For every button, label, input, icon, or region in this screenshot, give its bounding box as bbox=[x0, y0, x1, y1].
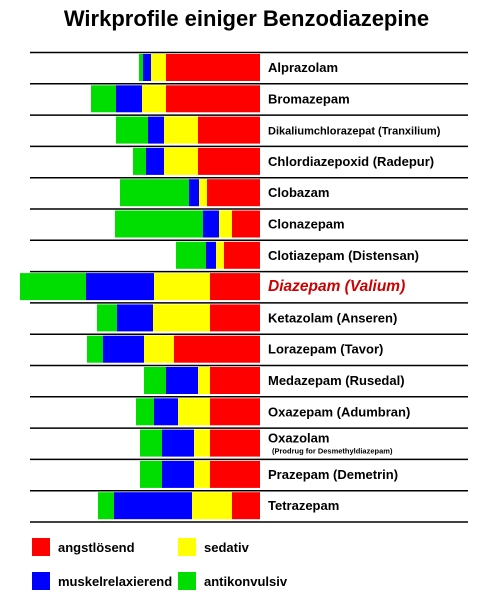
bar-segment-lorazepam-tavor-sedativ bbox=[144, 335, 174, 363]
bar-segment-ketazolam-anseren-muskelrelaxierend bbox=[117, 304, 153, 332]
bar-segment-clobazam-angstloesend bbox=[207, 179, 260, 207]
bar-segment-tetrazepam-antikonvulsiv bbox=[98, 492, 114, 520]
drug-label-dikaliumchlorazepat-tranxilium: Dikaliumchlorazepat (Tranxilium) bbox=[268, 126, 441, 138]
bar-segment-oxazolam-sedativ bbox=[194, 429, 210, 457]
bar-segment-tetrazepam-angstloesend bbox=[232, 492, 260, 520]
bar-segment-alprazolam-muskelrelaxierend bbox=[143, 54, 151, 81]
legend-swatch-sedativ bbox=[178, 538, 196, 556]
drug-label-clonazepam: Clonazepam bbox=[268, 217, 345, 232]
drug-label-bromazepam: Bromazepam bbox=[268, 91, 350, 106]
bar-segment-diazepam-valium-sedativ bbox=[154, 273, 210, 301]
bar-segment-diazepam-valium-muskelrelaxierend bbox=[86, 273, 154, 301]
bar-segment-clobazam-antikonvulsiv bbox=[120, 179, 189, 207]
legend-label-muskelrelaxierend: muskelrelaxierend bbox=[58, 573, 173, 589]
bar-segment-clonazepam-muskelrelaxierend bbox=[203, 210, 219, 238]
bar-segment-dikaliumchlorazepat-tranxilium-muskelrelaxierend bbox=[148, 116, 164, 144]
bar-segment-ketazolam-anseren-sedativ bbox=[153, 304, 210, 332]
bar-segment-medazepam-rusedal-muskelrelaxierend bbox=[166, 367, 198, 394]
drug-label-alprazolam: Alprazolam bbox=[268, 60, 338, 75]
bar-segment-prazepam-demetrin-sedativ bbox=[194, 460, 210, 488]
bar-segment-clotiazepam-distensan-angstloesend bbox=[224, 241, 260, 269]
bar-segment-medazepam-rusedal-sedativ bbox=[198, 367, 210, 394]
bar-segment-bromazepam-antikonvulsiv bbox=[91, 85, 116, 113]
legend-swatch-muskelrelaxierend bbox=[32, 572, 50, 590]
bar-segment-chlordiazepoxid-radepur-sedativ bbox=[164, 147, 198, 175]
legend-item-sedativ: sedativ bbox=[178, 538, 249, 556]
bar-segment-alprazolam-sedativ bbox=[151, 54, 166, 81]
legend-item-antikonvulsiv: antikonvulsiv bbox=[178, 572, 287, 590]
bar-segment-chlordiazepoxid-radepur-antikonvulsiv bbox=[133, 147, 146, 175]
drug-label-chlordiazepoxid-radepur: Chlordiazepoxid (Radepur) bbox=[268, 154, 434, 169]
drug-label-medazepam-rusedal: Medazepam (Rusedal) bbox=[268, 373, 405, 388]
drug-label-lorazepam-tavor: Lorazepam (Tavor) bbox=[268, 342, 383, 357]
bar-segment-ketazolam-anseren-angstloesend bbox=[210, 304, 260, 332]
chart-title: Wirkprofile einiger Benzodiazepine bbox=[63, 6, 430, 31]
bar-segment-tetrazepam-muskelrelaxierend bbox=[114, 492, 192, 520]
bar-segment-diazepam-valium-antikonvulsiv bbox=[20, 273, 86, 301]
legend-swatch-antikonvulsiv bbox=[178, 572, 196, 590]
bar-segment-oxazepam-adumbran-sedativ bbox=[178, 398, 210, 426]
bar-segment-bromazepam-angstloesend bbox=[166, 85, 260, 113]
bar-segment-bromazepam-muskelrelaxierend bbox=[116, 85, 142, 113]
bar-segment-clonazepam-angstloesend bbox=[232, 210, 260, 238]
bar-segment-lorazepam-tavor-muskelrelaxierend bbox=[103, 335, 144, 363]
bar-segment-bromazepam-sedativ bbox=[142, 85, 166, 113]
bar-segment-clobazam-muskelrelaxierend bbox=[189, 179, 199, 207]
bar-segment-dikaliumchlorazepat-tranxilium-sedativ bbox=[164, 116, 198, 144]
drug-label-oxazolam: Oxazolam bbox=[268, 431, 329, 446]
bar-segment-dikaliumchlorazepat-tranxilium-angstloesend bbox=[198, 116, 260, 144]
drug-label-oxazepam-adumbran: Oxazepam (Adumbran) bbox=[268, 404, 410, 419]
bar-segment-oxazepam-adumbran-angstloesend bbox=[210, 398, 260, 426]
drug-label-tetrazepam: Tetrazepam bbox=[268, 498, 339, 513]
bar-segment-dikaliumchlorazepat-tranxilium-antikonvulsiv bbox=[116, 116, 148, 144]
legend-item-muskelrelaxierend: muskelrelaxierend bbox=[32, 572, 172, 590]
bar-segment-prazepam-demetrin-muskelrelaxierend bbox=[162, 460, 194, 488]
bar-segment-oxazepam-adumbran-antikonvulsiv bbox=[136, 398, 154, 426]
bar-segment-oxazolam-angstloesend bbox=[210, 429, 260, 457]
bar-segment-lorazepam-tavor-angstloesend bbox=[174, 335, 260, 363]
bar-segment-clonazepam-antikonvulsiv bbox=[115, 210, 203, 238]
legend-label-angstloesend: angstlösend bbox=[58, 539, 135, 555]
bar-segment-prazepam-demetrin-angstloesend bbox=[210, 460, 260, 488]
drug-label-prazepam-demetrin: Prazepam (Demetrin) bbox=[268, 467, 398, 482]
legend-item-angstloesend: angstlösend bbox=[32, 538, 135, 556]
bar-segment-ketazolam-anseren-antikonvulsiv bbox=[97, 304, 117, 332]
bar-segment-chlordiazepoxid-radepur-angstloesend bbox=[198, 147, 260, 175]
legend-swatch-angstloesend bbox=[32, 538, 50, 556]
bar-segment-medazepam-rusedal-antikonvulsiv bbox=[144, 367, 166, 394]
bar-segment-clobazam-sedativ bbox=[199, 179, 207, 207]
bar-segment-oxazolam-antikonvulsiv bbox=[140, 429, 162, 457]
drug-label-clotiazepam-distensan: Clotiazepam (Distensan) bbox=[268, 248, 419, 263]
drug-sublabel-oxazolam: (Prodrug for Desmethyldiazepam) bbox=[272, 447, 393, 456]
drug-label-diazepam-valium: Diazepam (Valium) bbox=[268, 278, 405, 295]
bar-segment-alprazolam-antikonvulsiv bbox=[139, 54, 143, 81]
bar-segment-clotiazepam-distensan-antikonvulsiv bbox=[176, 241, 206, 269]
bar-segment-clotiazepam-distensan-sedativ bbox=[216, 241, 224, 269]
drug-label-clobazam: Clobazam bbox=[268, 185, 329, 200]
bar-segment-diazepam-valium-angstloesend bbox=[210, 273, 260, 301]
bar-segment-tetrazepam-sedativ bbox=[192, 492, 232, 520]
drug-label-ketazolam-anseren: Ketazolam (Anseren) bbox=[268, 310, 397, 325]
legend-label-antikonvulsiv: antikonvulsiv bbox=[204, 573, 288, 589]
bar-segment-clotiazepam-distensan-muskelrelaxierend bbox=[206, 241, 216, 269]
bar-segment-oxazolam-muskelrelaxierend bbox=[162, 429, 194, 457]
bar-segment-chlordiazepoxid-radepur-muskelrelaxierend bbox=[146, 147, 164, 175]
bar-segment-lorazepam-tavor-antikonvulsiv bbox=[87, 335, 103, 363]
legend-label-sedativ: sedativ bbox=[204, 539, 249, 555]
bar-segment-clonazepam-sedativ bbox=[219, 210, 232, 238]
bar-segment-oxazepam-adumbran-muskelrelaxierend bbox=[154, 398, 178, 426]
bar-segment-prazepam-demetrin-antikonvulsiv bbox=[140, 460, 162, 488]
bar-segment-medazepam-rusedal-angstloesend bbox=[210, 367, 260, 394]
bar-segment-alprazolam-angstloesend bbox=[166, 54, 260, 81]
